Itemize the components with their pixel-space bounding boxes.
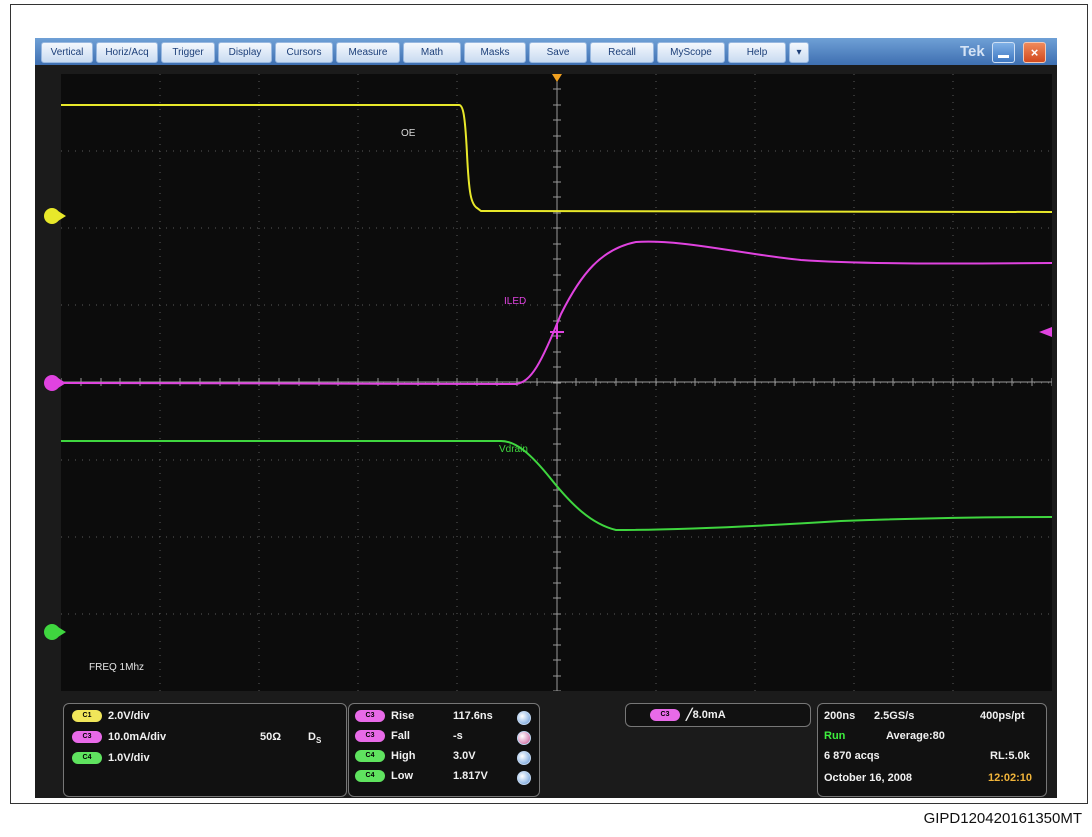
oe-label: OE [401,128,416,139]
minimize-icon [998,55,1009,58]
menu-bar: Vertical Horiz/Acq Trigger Display Curso… [35,38,1057,65]
menu-save[interactable]: Save [529,42,587,63]
measurement-low-badge: C4 [355,770,385,783]
measurement-low-row[interactable]: C4 Low [355,770,413,783]
menu-help[interactable]: Help [728,42,786,63]
measurement-rise-badge: C3 [355,710,385,723]
impedance-value: 50Ω [260,731,282,743]
menu-horiz-acq[interactable]: Horiz/Acq [96,42,158,63]
menu-display[interactable]: Display [218,42,272,63]
menu-masks[interactable]: Masks [464,42,526,63]
menu-math[interactable]: Math [403,42,461,63]
channel3-scale: 10.0mA/div [108,731,167,743]
measurement-high-name: High [391,750,416,762]
menu-vertical[interactable]: Vertical [41,42,93,63]
menu-trigger[interactable]: Trigger [161,42,215,63]
measurements-panel: C3 Rise 117.6ns C3 Fall -s C4 High 3.0V C4 L… [348,703,540,797]
menu-measure[interactable]: Measure [336,42,400,63]
measurement-fall-badge: C3 [355,730,385,743]
timebase-value: 200ns [824,710,856,722]
date-value: October 16, 2008 [824,772,913,784]
ds-letter: D [308,731,316,743]
channel4-badge: C4 [72,752,102,765]
channel-settings-panel: C1 2.0V/div C3 10.0mA/div 50Ω DS C4 1.0V/di… [63,703,347,797]
measurement-low-value: 1.817V [453,770,488,782]
iled-label: ILED [504,296,527,307]
measurement-high-badge: C4 [355,750,385,763]
channel4-row[interactable]: C4 1.0V/div [72,752,150,765]
menu-recall[interactable]: Recall [590,42,654,63]
measurement-fall-warning-icon[interactable] [517,731,531,745]
measurement-high-value: 3.0V [453,750,476,762]
trigger-readout[interactable]: C3 ╱8.0mA [625,703,811,727]
acquisition-mode: Average:80 [886,730,945,742]
acquisition-panel[interactable]: 200ns 2.5GS/s 400ps/pt Run Average:80 6 … [817,703,1047,797]
channel3-row[interactable]: C3 10.0mA/div [72,731,167,744]
trigger-source-badge: C3 [650,709,680,722]
sample-rate-value: 2.5GS/s [874,710,915,722]
measurement-fall-value: -s [453,730,463,742]
channel1-scale: 2.0V/div [108,710,150,722]
channel3-ground-marker-icon[interactable] [44,375,66,391]
run-state: Run [824,730,846,742]
measurement-fall-row[interactable]: C3 Fall [355,730,410,743]
menu-more-dropdown[interactable]: ▾ [789,42,809,63]
channel4-scale: 1.0V/div [108,752,150,764]
waveform-graticule [61,74,1052,691]
oscilloscope-window: Vertical Horiz/Acq Trigger Display Curso… [35,38,1057,798]
vdrain-label: Vdrain [499,444,528,455]
iled-trace [61,240,1052,386]
acquisition-count: 6 870 acqs [824,750,880,762]
ds-label: DS [308,731,321,745]
measurement-fall-name: Fall [391,730,410,742]
resolution-value: 400ps/pt [980,710,1025,722]
trigger-level: 8.0mA [692,709,726,721]
measurement-high-info-icon[interactable] [517,751,531,765]
trigger-row: C3 ╱8.0mA [650,708,726,722]
trigger-position-icon [552,74,562,82]
ds-subscript: S [315,736,322,746]
measurement-low-name: Low [391,770,413,782]
figure-id: GIPD120420161350MT [923,810,1082,827]
measurement-rise-info-icon[interactable] [517,711,531,725]
measurement-rise-value: 117.6ns [453,710,493,722]
measurement-rise-row[interactable]: C3 Rise [355,710,415,723]
channel1-row[interactable]: C1 2.0V/div [72,710,150,723]
menu-cursors[interactable]: Cursors [275,42,333,63]
time-value: 12:02:10 [988,772,1033,784]
waveform-display[interactable]: OE ILED Vdrain FREQ 1Mhz [61,74,1052,691]
channel1-badge: C1 [72,710,102,723]
vdrain-trace [61,440,1052,532]
measurement-low-info-icon[interactable] [517,771,531,785]
measurement-high-row[interactable]: C4 High [355,750,416,763]
record-length: RL:5.0k [990,750,1030,762]
oe-trace [61,104,1052,213]
axis-ticks [61,74,1052,691]
tek-logo: Tek [960,43,985,60]
trigger-edge-icon: ╱ [686,709,693,721]
channel1-ground-marker-icon[interactable] [44,208,66,224]
channel3-badge: C3 [72,731,102,744]
iled-offscreen-arrow-icon [1039,327,1052,337]
menu-myscope[interactable]: MyScope [657,42,725,63]
freq-label: FREQ 1Mhz [89,662,145,673]
channel4-ground-marker-icon[interactable] [44,624,66,640]
close-button[interactable]: × [1023,42,1046,63]
measurement-rise-name: Rise [391,710,415,722]
minimize-button[interactable] [992,42,1015,63]
